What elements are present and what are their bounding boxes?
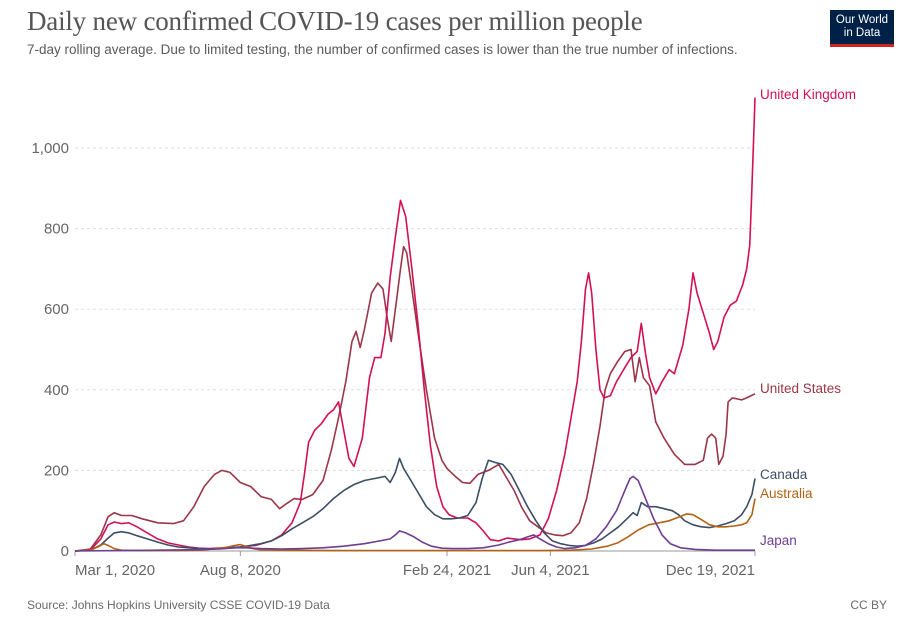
series-label-united-states[interactable]: United States [760,381,841,396]
logo-line-1: Our World [835,14,889,26]
x-tick-label: Aug 8, 2020 [200,562,281,579]
series-lines [74,97,756,552]
y-tick-label: 200 [44,462,69,479]
chart-title: Daily new confirmed COVID-19 cases per m… [27,6,643,36]
x-axis: Mar 1, 2020 Aug 8, 2020 Feb 24, 2021 Jun 4,… [74,550,756,579]
source-note[interactable]: Source: Johns Hopkins University CSSE CO… [27,598,330,612]
x-tick-label: Jun 4, 2021 [511,562,589,579]
logo-line-2: in Data [843,27,881,39]
series-label-canada[interactable]: Canada [760,467,808,482]
series-label-japan[interactable]: Japan [760,533,797,548]
owid-logo[interactable]: Our World in Data [830,10,894,47]
license-link[interactable]: CC BY [850,598,887,612]
y-tick-label: 400 [44,382,69,399]
chart-subtitle: 7-day rolling average. Due to limited te… [27,42,738,57]
y-tick-label: 800 [44,221,69,238]
y-tick-label: 600 [44,301,69,318]
series-line-united-states[interactable] [74,245,756,552]
grid-lines [75,147,755,471]
series-line-united-kingdom[interactable] [74,97,756,552]
x-tick-label: Mar 1, 2020 [75,562,155,579]
series-labels: United States United Kingdom Canada Austral… [760,87,856,548]
y-tick-label: 1,000 [31,140,69,157]
y-axis: 0 200 400 600 800 1,000 [31,140,69,560]
y-tick-label: 0 [61,543,69,560]
series-label-australia[interactable]: Australia [760,486,813,501]
series-label-united-kingdom[interactable]: United Kingdom [760,87,856,102]
x-tick-label: Feb 24, 2021 [403,562,491,579]
series-line-japan[interactable] [74,475,755,552]
x-tick-label: Dec 19, 2021 [666,562,755,579]
